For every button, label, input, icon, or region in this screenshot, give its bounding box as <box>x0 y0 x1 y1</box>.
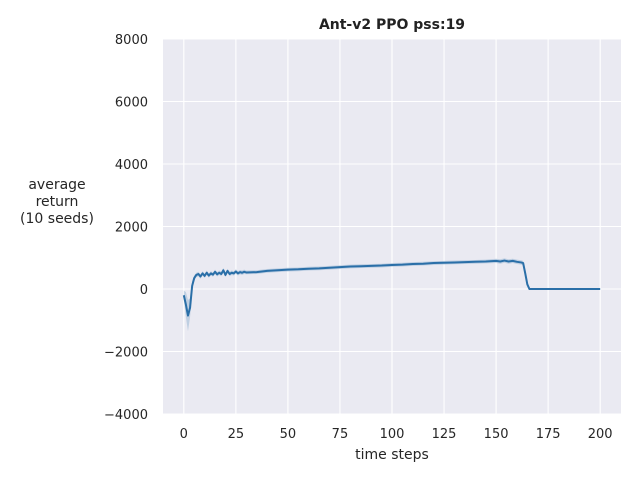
series-line <box>182 259 601 317</box>
series-line-layer <box>182 259 601 317</box>
x-tick-label: 150 <box>484 427 509 442</box>
x-axis-label: time steps <box>355 447 429 463</box>
x-tick-label: 175 <box>536 427 561 442</box>
y-tick-label: 4000 <box>115 158 148 173</box>
y-tick-labels: −4000 −2000 0 2000 4000 6000 8000 <box>104 33 148 423</box>
y-tick-label: −4000 <box>104 408 148 423</box>
grid <box>163 38 621 415</box>
y-axis-label-line-2: return <box>36 194 79 210</box>
y-axis-label-line-1: average <box>28 177 85 193</box>
x-tick-label: 200 <box>588 427 613 442</box>
y-tick-label: −2000 <box>104 346 148 361</box>
y-tick-label: 0 <box>140 283 148 298</box>
y-axis-label-line-3: (10 seeds) <box>20 211 94 227</box>
x-tick-label: 25 <box>228 427 245 442</box>
chart-title: Ant-v2 PPO pss:19 <box>319 17 465 33</box>
x-tick-label: 0 <box>180 427 188 442</box>
x-tick-label: 50 <box>280 427 297 442</box>
x-tick-label: 75 <box>332 427 349 442</box>
y-tick-label: 2000 <box>115 221 148 236</box>
x-tick-label: 100 <box>380 427 405 442</box>
y-tick-label: 6000 <box>115 96 148 111</box>
x-tick-label: 125 <box>432 427 457 442</box>
x-tick-labels: 0 25 50 75 100 125 150 175 200 <box>180 427 613 442</box>
y-tick-label: 8000 <box>115 33 148 48</box>
